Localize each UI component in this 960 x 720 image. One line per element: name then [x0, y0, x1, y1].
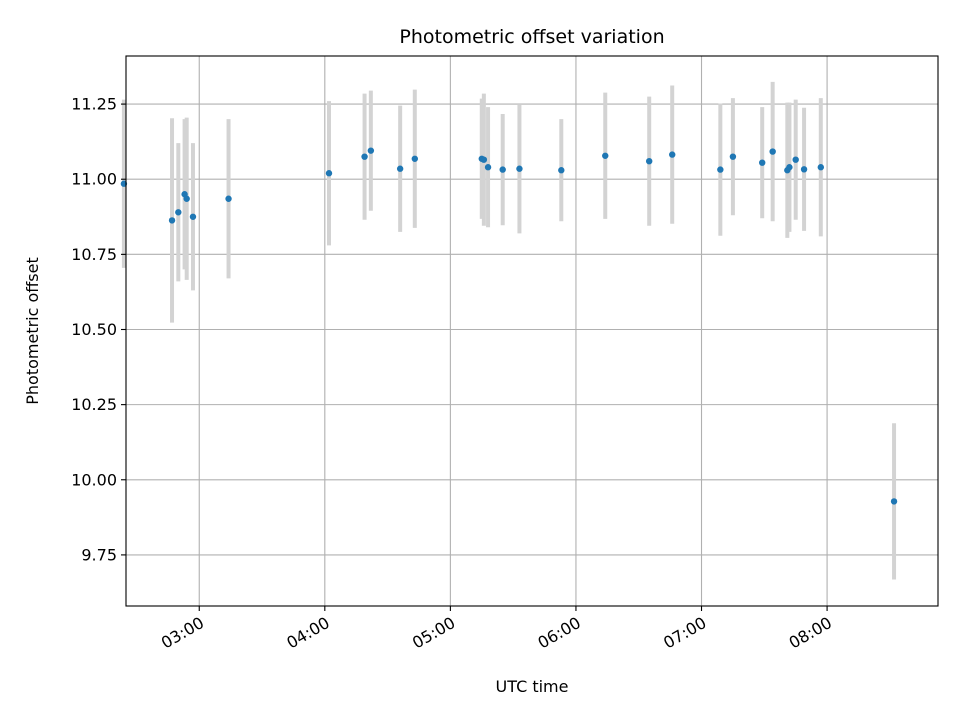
- y-axis-label: Photometric offset: [23, 257, 42, 405]
- data-point: [411, 155, 419, 162]
- data-point: [516, 165, 523, 172]
- data-point: [367, 147, 375, 154]
- data-point: [499, 166, 506, 173]
- y-tick-label: 10.25: [71, 395, 117, 414]
- data-point: [480, 156, 488, 163]
- data-point: [168, 217, 176, 224]
- data-point: [769, 148, 776, 155]
- y-tick-label: 10.75: [71, 245, 117, 264]
- data-point: [189, 213, 197, 220]
- y-tick-label: 9.75: [81, 545, 117, 564]
- y-tick-label: 10.50: [71, 320, 117, 339]
- data-point: [786, 164, 793, 171]
- x-axis-label: UTC time: [496, 677, 569, 696]
- data-point: [602, 152, 609, 159]
- data-point: [361, 153, 368, 160]
- data-points: [120, 147, 898, 505]
- grid: [126, 56, 938, 606]
- y-tick-label: 11.00: [71, 170, 117, 189]
- data-point: [817, 164, 825, 171]
- data-point: [396, 165, 404, 172]
- plot-area: [126, 56, 938, 606]
- y-axis-ticks: 9.75 10.00 10.25 10.50 10.75 11.00 11.25: [71, 95, 126, 564]
- data-point: [890, 498, 898, 505]
- y-tick-label: 10.00: [71, 470, 117, 489]
- data-point: [175, 209, 182, 216]
- chart-title: Photometric offset variation: [399, 26, 664, 48]
- data-point: [645, 157, 653, 165]
- plot-frame: [125, 55, 939, 607]
- y-tick-label: 11.25: [71, 95, 117, 114]
- data-point: [669, 151, 676, 158]
- data-point: [325, 170, 333, 177]
- data-point: [800, 166, 808, 173]
- data-point: [729, 153, 737, 160]
- data-point: [717, 166, 724, 173]
- data-point: [183, 195, 190, 202]
- data-point: [484, 164, 492, 171]
- data-point: [225, 195, 232, 202]
- data-point: [792, 156, 799, 163]
- data-point: [558, 167, 565, 174]
- data-point: [759, 159, 766, 166]
